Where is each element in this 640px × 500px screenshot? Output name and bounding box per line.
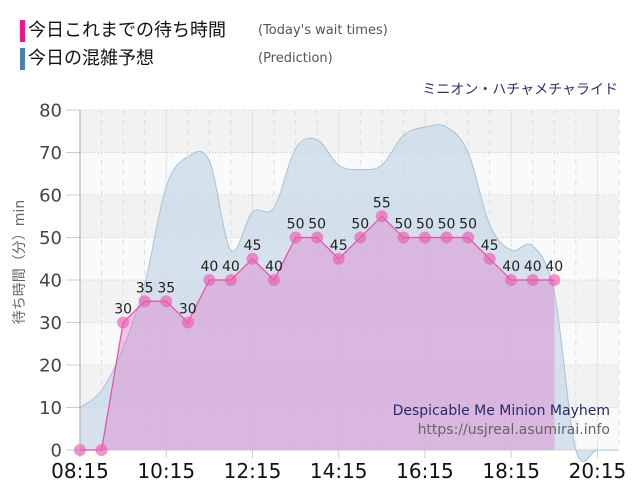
data-point-marker[interactable] bbox=[548, 274, 561, 286]
data-label: 40 bbox=[502, 259, 520, 275]
data-point-marker[interactable] bbox=[246, 252, 259, 265]
data-label: 40 bbox=[265, 259, 283, 275]
y-tick-label: 60 bbox=[39, 186, 62, 207]
y-tick-label: 20 bbox=[39, 356, 62, 377]
source-url: https://usjreal.asumirai.info bbox=[417, 422, 610, 438]
data-label: 50 bbox=[459, 217, 477, 233]
data-point-marker[interactable] bbox=[181, 316, 194, 329]
x-tick-label: 16:15 bbox=[396, 459, 454, 483]
data-point-marker[interactable] bbox=[203, 274, 216, 286]
legend-sublabel-prediction: (Prediction) bbox=[258, 51, 333, 66]
prediction-line bbox=[79, 124, 619, 463]
data-label: 40 bbox=[545, 259, 563, 275]
data-point-marker[interactable] bbox=[440, 231, 453, 244]
data-point-marker[interactable] bbox=[95, 444, 108, 456]
data-label: 50 bbox=[438, 217, 456, 233]
data-point-marker[interactable] bbox=[375, 210, 388, 223]
data-label: 40 bbox=[222, 259, 240, 275]
data-point-marker[interactable] bbox=[354, 231, 367, 244]
data-point-marker[interactable] bbox=[526, 274, 539, 286]
data-point-marker[interactable] bbox=[268, 274, 281, 286]
data-label: 40 bbox=[200, 259, 218, 275]
legend-marker-blue-icon bbox=[20, 48, 25, 70]
y-tick-label: 80 bbox=[39, 101, 62, 122]
data-label: 40 bbox=[524, 259, 542, 275]
data-label: 55 bbox=[373, 195, 391, 211]
data-label: 30 bbox=[179, 302, 197, 318]
x-tick-label: 14:15 bbox=[310, 459, 368, 483]
legend-label-prediction: 今日の混雑予想 bbox=[28, 48, 154, 69]
data-label: 50 bbox=[287, 217, 305, 233]
y-tick-label: 0 bbox=[51, 441, 62, 462]
x-tick-label: 18:15 bbox=[482, 459, 540, 483]
legend-item-actual: 今日これまでの待ち時間 (Today's wait times) bbox=[20, 20, 440, 42]
data-label: 45 bbox=[244, 238, 262, 254]
data-point-marker[interactable] bbox=[289, 231, 302, 244]
data-point-marker[interactable] bbox=[117, 316, 130, 329]
data-point-marker[interactable] bbox=[483, 252, 496, 265]
y-tick-label: 10 bbox=[39, 398, 62, 419]
data-point-marker[interactable] bbox=[224, 274, 237, 286]
data-label: 35 bbox=[136, 280, 154, 296]
data-point-marker[interactable] bbox=[138, 295, 151, 308]
attraction-name-en: Despicable Me Minion Mayhem bbox=[392, 403, 610, 419]
data-label: 45 bbox=[330, 238, 348, 254]
data-label: 50 bbox=[308, 217, 326, 233]
data-point-marker[interactable] bbox=[160, 295, 173, 308]
data-point-marker[interactable] bbox=[332, 252, 345, 265]
y-tick-label: 70 bbox=[39, 143, 62, 164]
data-label: 45 bbox=[481, 238, 499, 254]
y-tick-label: 40 bbox=[39, 271, 62, 292]
legend-marker-pink-icon bbox=[20, 20, 25, 42]
plot-band bbox=[80, 110, 619, 153]
legend-label-actual: 今日これまでの待ち時間 bbox=[28, 20, 226, 41]
y-tick-label: 50 bbox=[39, 228, 62, 249]
data-label: 35 bbox=[157, 280, 175, 296]
data-point-marker[interactable] bbox=[462, 231, 475, 244]
legend-item-prediction: 今日の混雑予想 (Prediction) bbox=[20, 48, 440, 70]
x-tick-label: 20:15 bbox=[569, 459, 627, 483]
x-tick-label: 08:15 bbox=[51, 459, 109, 483]
y-tick-label: 30 bbox=[39, 313, 62, 334]
legend-sublabel-actual: (Today's wait times) bbox=[258, 23, 388, 38]
x-tick-label: 12:15 bbox=[224, 459, 282, 483]
actual-wait-area bbox=[80, 216, 555, 450]
data-point-marker[interactable] bbox=[397, 231, 410, 244]
data-label: 50 bbox=[416, 217, 434, 233]
data-point-marker[interactable] bbox=[311, 231, 324, 244]
data-label: 50 bbox=[351, 217, 369, 233]
data-point-marker[interactable] bbox=[418, 231, 431, 244]
x-tick-label: 10:15 bbox=[137, 459, 195, 483]
data-point-marker[interactable] bbox=[505, 274, 518, 286]
attraction-name-ja: ミニオン・ハチャメチャライド bbox=[422, 82, 618, 98]
y-axis-title: 待ち時間（分）min bbox=[12, 200, 28, 324]
data-label: 50 bbox=[394, 217, 412, 233]
data-label: 30 bbox=[114, 302, 132, 318]
